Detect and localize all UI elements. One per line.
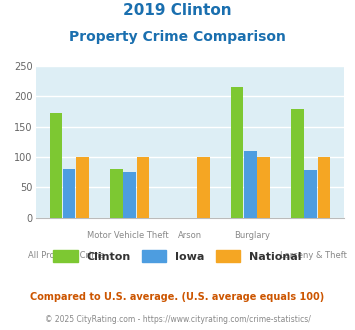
Bar xyxy=(50,113,62,218)
Text: All Property Crime: All Property Crime xyxy=(28,251,105,260)
Bar xyxy=(231,87,243,218)
Bar xyxy=(137,157,149,218)
Text: © 2025 CityRating.com - https://www.cityrating.com/crime-statistics/: © 2025 CityRating.com - https://www.city… xyxy=(45,315,310,324)
Bar xyxy=(244,151,257,218)
Bar xyxy=(318,157,330,218)
Text: Motor Vehicle Theft: Motor Vehicle Theft xyxy=(87,231,169,240)
Text: Property Crime Comparison: Property Crime Comparison xyxy=(69,30,286,44)
Bar xyxy=(197,157,209,218)
Bar xyxy=(110,169,122,218)
Bar xyxy=(76,157,89,218)
Text: Compared to U.S. average. (U.S. average equals 100): Compared to U.S. average. (U.S. average … xyxy=(31,292,324,302)
Text: Arson: Arson xyxy=(178,231,202,240)
Bar xyxy=(291,109,304,218)
Bar xyxy=(304,170,317,218)
Text: Larceny & Theft: Larceny & Theft xyxy=(280,251,347,260)
Bar xyxy=(123,172,136,218)
Legend: Clinton, Iowa, National: Clinton, Iowa, National xyxy=(49,246,306,267)
Bar xyxy=(257,157,270,218)
Bar xyxy=(63,169,76,218)
Text: 2019 Clinton: 2019 Clinton xyxy=(123,3,232,18)
Text: Burglary: Burglary xyxy=(234,231,270,240)
